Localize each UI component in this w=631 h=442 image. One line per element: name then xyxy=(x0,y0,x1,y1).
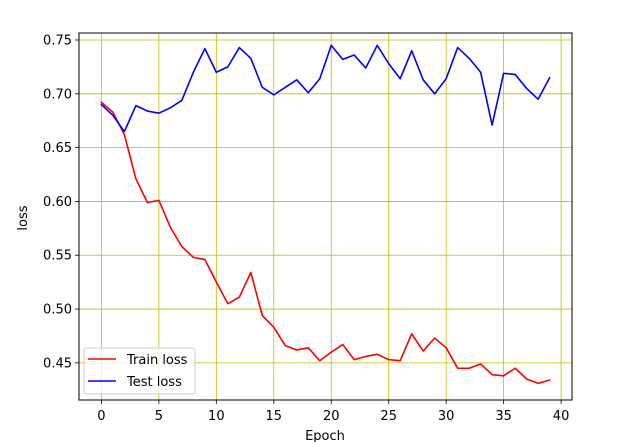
legend-label-test: Test loss xyxy=(126,375,182,390)
test-loss-line xyxy=(100,44,551,133)
y-tick-label: 0.60 xyxy=(43,195,72,210)
legend-label-train: Train loss xyxy=(126,353,188,368)
y-tick-label: 0.65 xyxy=(43,141,72,156)
x-tick-label: 15 xyxy=(266,409,283,424)
x-tick-label: 40 xyxy=(553,409,570,424)
x-tick-label: 20 xyxy=(323,409,340,424)
x-tick-label: 30 xyxy=(438,409,455,424)
y-tick-label: 0.75 xyxy=(43,33,72,48)
x-tick-label: 35 xyxy=(495,409,512,424)
x-tick-label: 5 xyxy=(155,409,163,424)
series-lines xyxy=(100,44,551,385)
x-tick-label: 0 xyxy=(97,409,105,424)
train-loss-line xyxy=(100,101,551,385)
x-tick-label: 10 xyxy=(208,409,225,424)
plot-frame xyxy=(78,32,573,401)
y-tick-label: 0.55 xyxy=(43,249,72,264)
legend: Train loss Test loss xyxy=(83,347,196,395)
ticks: 0 5 10 15 20 25 30 35 40 0.45 0.50 0.55 0.60 0.65 0.70… xyxy=(43,33,569,424)
y-tick-label: 0.50 xyxy=(43,303,72,318)
y-axis-label: loss xyxy=(16,205,31,230)
x-tick-label: 25 xyxy=(380,409,397,424)
y-tick-label: 0.45 xyxy=(43,356,72,371)
grid xyxy=(79,33,572,400)
x-axis-label: Epoch xyxy=(305,429,345,442)
y-tick-label: 0.70 xyxy=(43,87,72,102)
